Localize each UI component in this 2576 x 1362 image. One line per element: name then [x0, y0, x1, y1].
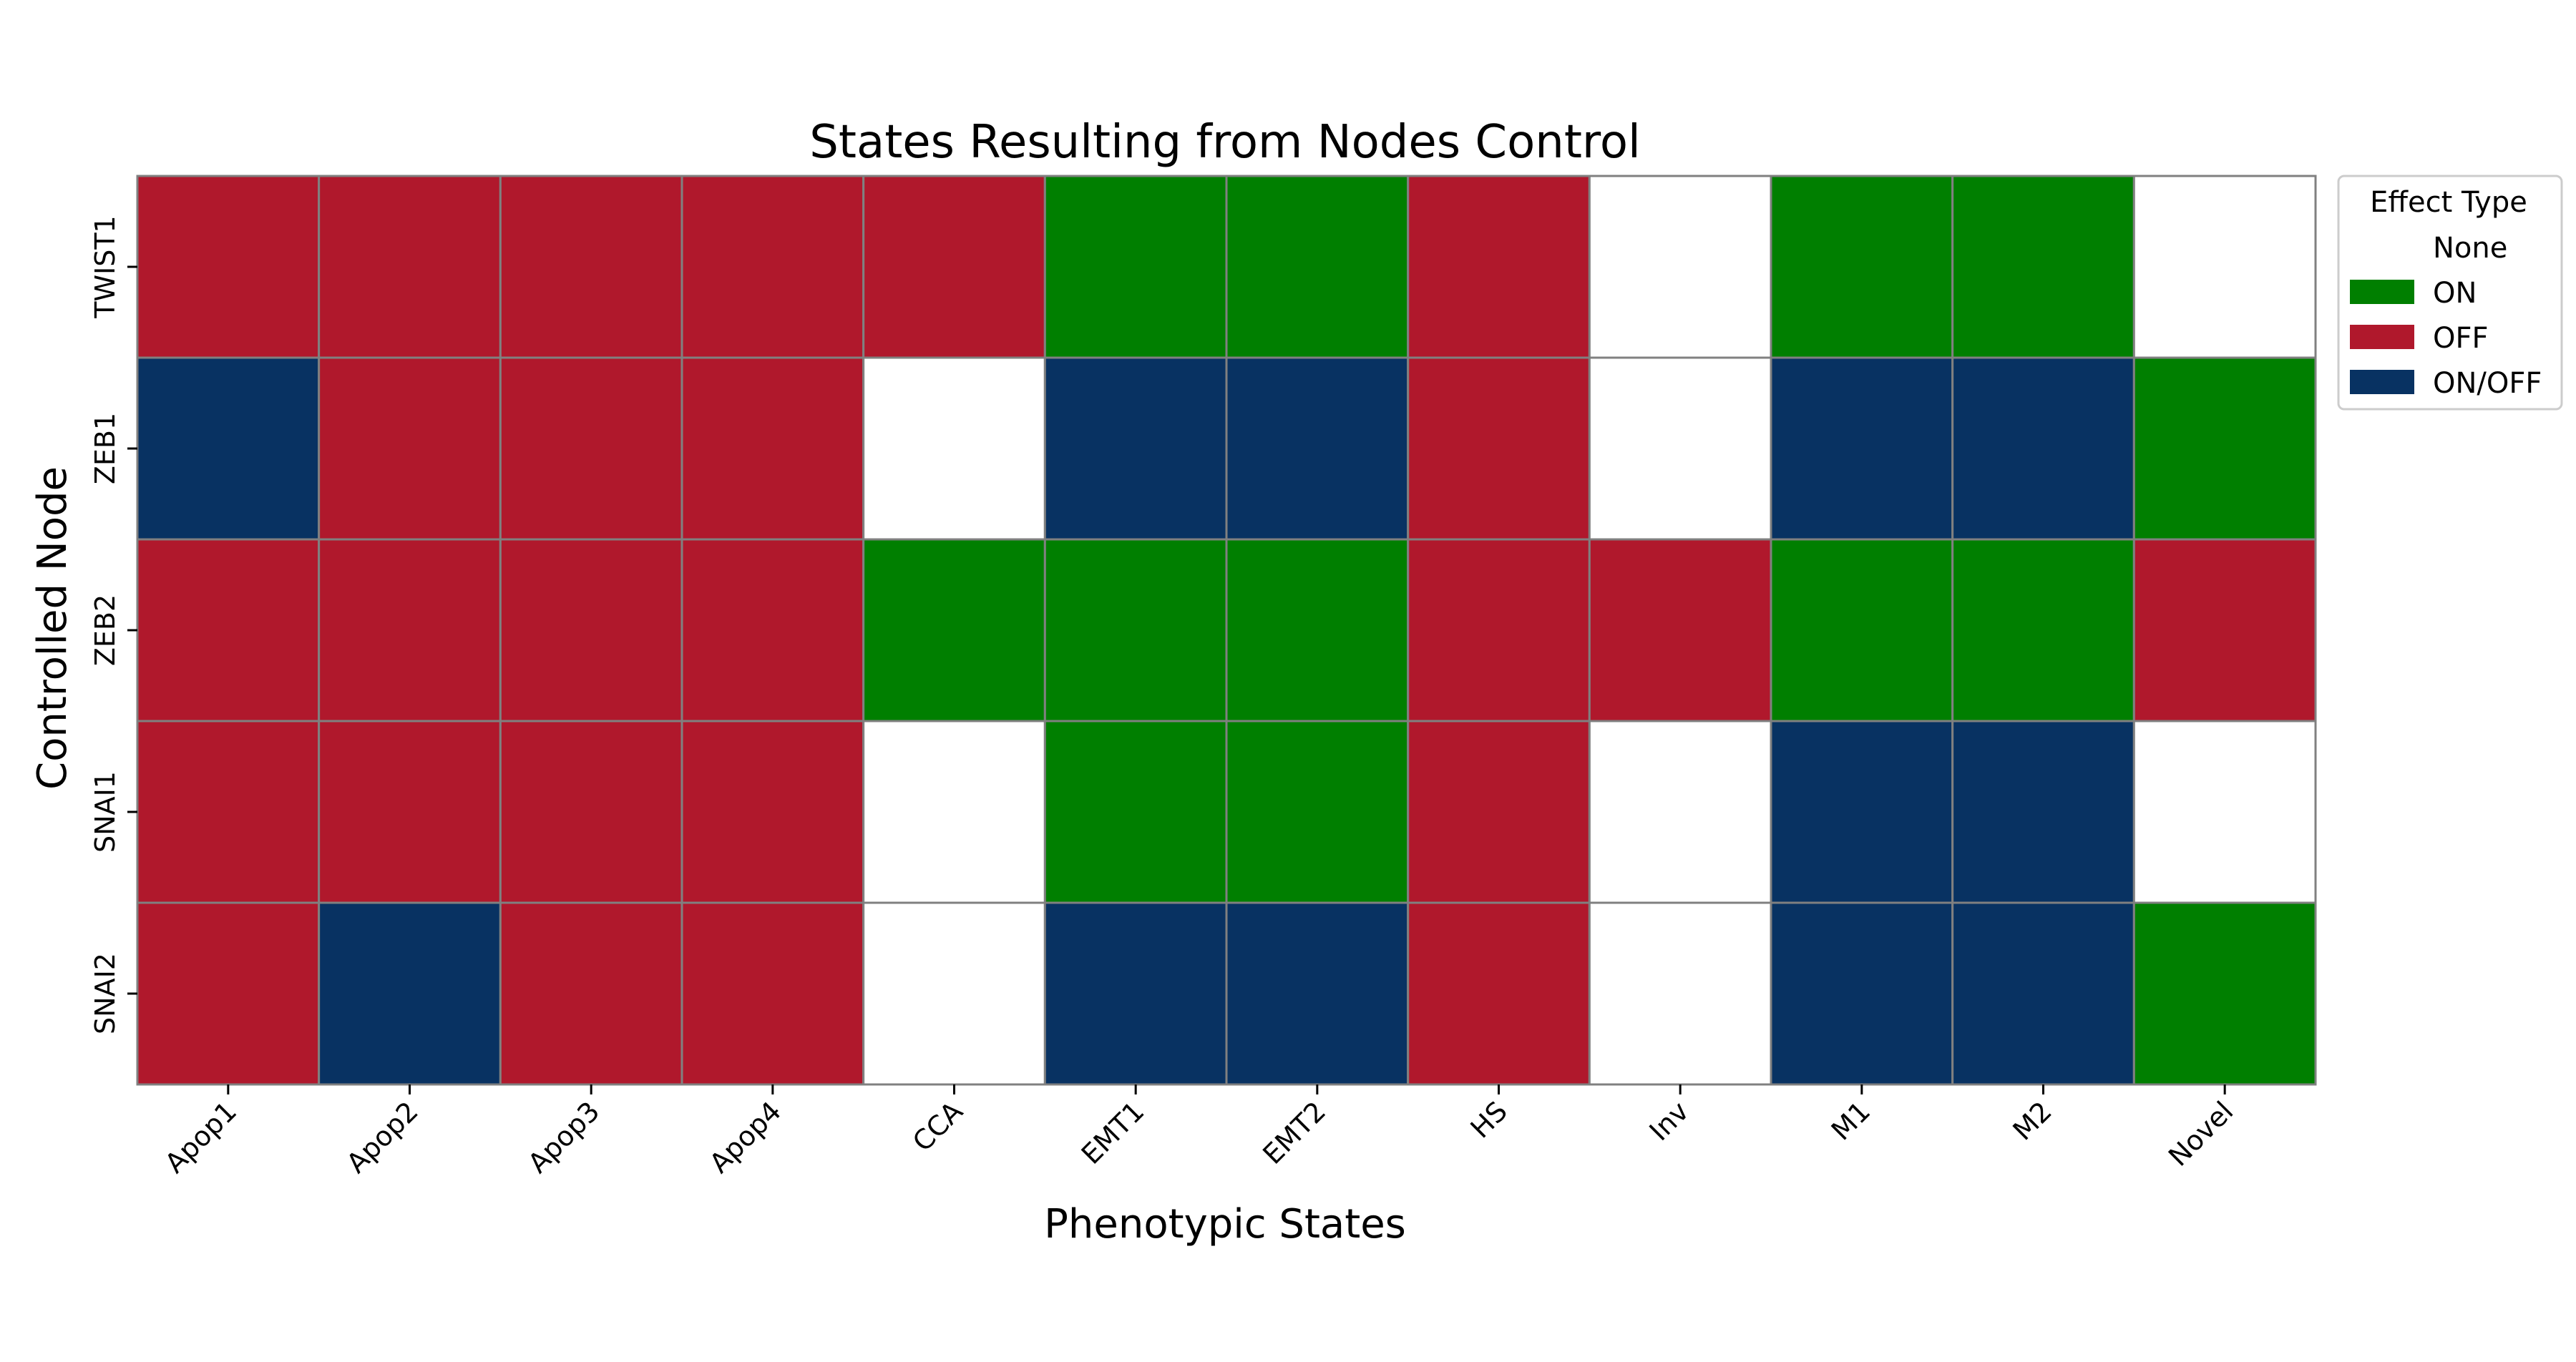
- heatmap-cell: [1588, 538, 1772, 722]
- heatmap-cell: [136, 901, 321, 1086]
- x-axis-ticks: Apop1 Apop2 Apop3 Apop4 CCA EMT1 EMT2 HS Inv M1 M2…: [159, 1084, 2240, 1179]
- x-tick-label: Apop3: [522, 1095, 605, 1179]
- heatmap-cell: [1407, 175, 1591, 359]
- heatmap-cell: [1407, 901, 1591, 1086]
- x-tick-label: Novel: [2162, 1095, 2240, 1172]
- heatmap-cell: [136, 538, 321, 722]
- y-tick-label: TWIST1: [89, 215, 121, 319]
- heatmap-cell: [318, 538, 502, 722]
- legend-label: ON/OFF: [2433, 367, 2542, 400]
- heatmap-cell: [680, 901, 865, 1086]
- y-tick-label: ZEB1: [89, 413, 121, 484]
- heatmap-cell: [1407, 720, 1591, 904]
- heatmap-cell: [680, 538, 865, 722]
- heatmap-cell: [1225, 175, 1410, 359]
- heatmap-cell: [1588, 175, 1772, 359]
- x-tick-label: EMT1: [1075, 1095, 1151, 1170]
- heatmap-cell: [136, 356, 321, 541]
- heatmap-cell: [2132, 356, 2317, 541]
- legend-box: [2337, 175, 2563, 411]
- heatmap-cell: [1770, 901, 1954, 1086]
- legend-swatch: [2350, 325, 2414, 349]
- heatmap-cell: [1225, 901, 1410, 1086]
- legend-entries: None ON OFF ON/OFF: [2350, 232, 2542, 400]
- heatmap-cell: [1043, 175, 1228, 359]
- heatmap-cell: [1770, 175, 1954, 359]
- heatmap-cell: [1951, 356, 2135, 541]
- heatmap-cell: [499, 175, 683, 359]
- heatmap-cell: [499, 901, 683, 1086]
- y-tick-label: SNAI1: [89, 771, 121, 853]
- heatmap-cell: [499, 538, 683, 722]
- heatmap-cell: [1225, 356, 1410, 541]
- y-tick-label: SNAI2: [89, 953, 121, 1034]
- x-tick-label: Apop1: [159, 1095, 243, 1179]
- x-tick-label: M1: [1825, 1095, 1876, 1146]
- x-tick-label: EMT2: [1257, 1095, 1332, 1170]
- heatmap-cell: [862, 720, 1046, 904]
- heatmap-cell: [1951, 720, 2135, 904]
- y-axis-ticks: TWIST1 ZEB1 ZEB2 SNAI1 SNAI2: [89, 215, 137, 1034]
- heatmap-cell: [2132, 538, 2317, 722]
- x-tick-label: Apop2: [341, 1095, 424, 1179]
- heatmap-cell: [1407, 356, 1591, 541]
- x-tick-label: M2: [2006, 1095, 2057, 1146]
- x-tick-label: Inv: [1644, 1095, 1695, 1147]
- x-tick-label: HS: [1464, 1095, 1513, 1144]
- heatmap-cell: [1951, 538, 2135, 722]
- heatmap-cell: [1770, 356, 1954, 541]
- heatmap-cell: [680, 356, 865, 541]
- heatmap-cell: [1407, 538, 1591, 722]
- heatmap-cell: [499, 356, 683, 541]
- heatmap-cell: [318, 901, 502, 1086]
- heatmap-cell: [2132, 901, 2317, 1086]
- heatmap-cell: [680, 175, 865, 359]
- heatmap-cell: [1588, 356, 1772, 541]
- heatmap-cell: [862, 356, 1046, 541]
- heatmap-cell: [1770, 538, 1954, 722]
- legend: Effect Type None ON OFF ON/OFF: [2337, 175, 2563, 411]
- y-tick-label: ZEB2: [89, 594, 121, 666]
- heatmap-cell: [318, 720, 502, 904]
- legend-title: Effect Type: [2370, 186, 2527, 219]
- y-axis-label: Controlled Node: [29, 466, 76, 790]
- heatmap-cell: [862, 175, 1046, 359]
- x-tick-label: Apop4: [703, 1095, 787, 1179]
- legend-label: OFF: [2433, 322, 2489, 355]
- chart-title: States Resulting from Nodes Control: [809, 116, 1641, 169]
- heatmap-cell: [2132, 175, 2317, 359]
- legend-label: None: [2433, 232, 2507, 265]
- heatmap-cell: [1588, 901, 1772, 1086]
- heatmap-cell: [1043, 720, 1228, 904]
- heatmap-cell: [499, 720, 683, 904]
- heatmap-cell: [318, 175, 502, 359]
- heatmap-cell: [1225, 720, 1410, 904]
- heatmap-cells: [136, 175, 2317, 1086]
- x-axis-label: Phenotypic States: [1044, 1201, 1406, 1248]
- heatmap-cell: [1043, 901, 1228, 1086]
- heatmap-cell: [136, 720, 321, 904]
- heatmap-cell: [1770, 720, 1954, 904]
- heatmap-cell: [1043, 538, 1228, 722]
- heatmap-cell: [1043, 356, 1228, 541]
- heatmap-cell: [1588, 720, 1772, 904]
- legend-swatch: [2350, 370, 2414, 394]
- legend-swatch: [2350, 235, 2414, 259]
- legend-swatch: [2350, 280, 2414, 304]
- heatmap-cell: [2132, 720, 2317, 904]
- heatmap-cell: [862, 538, 1046, 722]
- x-tick-label: CCA: [907, 1095, 969, 1157]
- heatmap-cell: [1225, 538, 1410, 722]
- heatmap-cell: [1951, 901, 2135, 1086]
- legend-label: ON: [2433, 277, 2477, 310]
- heatmap-cell: [1951, 175, 2135, 359]
- heatmap-cell: [318, 356, 502, 541]
- heatmap-cell: [136, 175, 321, 359]
- heatmap-cell: [862, 901, 1046, 1086]
- heatmap-cell: [680, 720, 865, 904]
